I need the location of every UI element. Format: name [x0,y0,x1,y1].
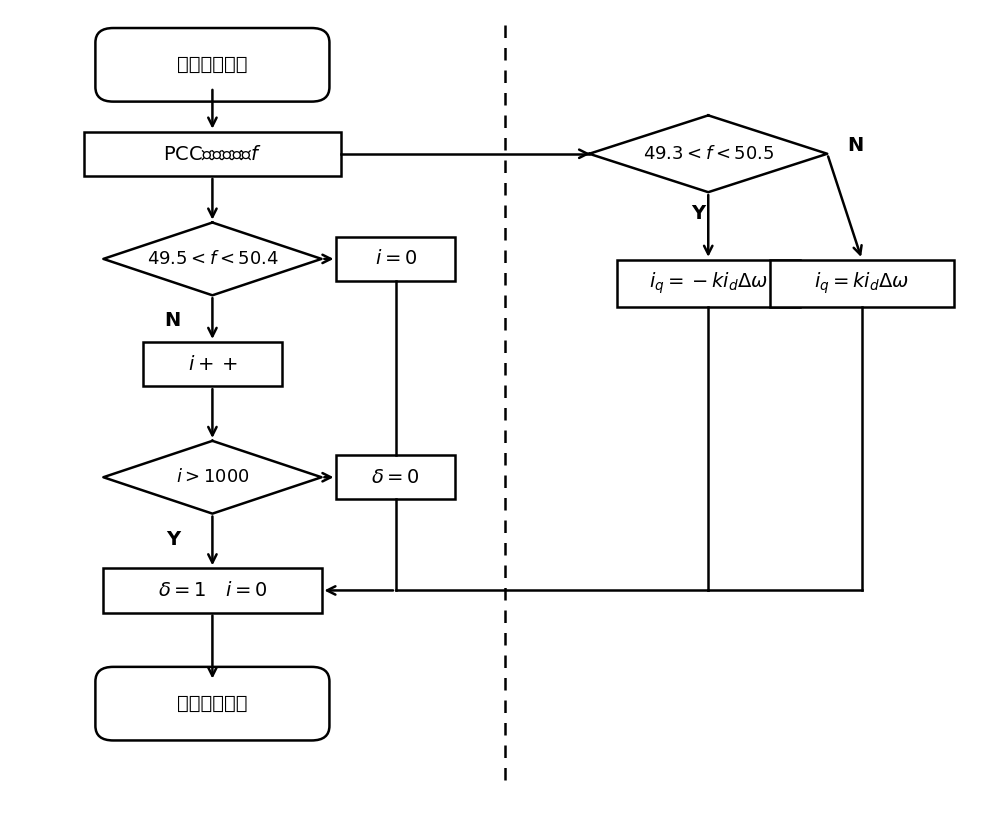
Text: $49.5<f<50.4$: $49.5<f<50.4$ [147,250,278,268]
Polygon shape [103,222,322,295]
FancyBboxPatch shape [770,260,954,306]
Polygon shape [589,115,827,192]
FancyBboxPatch shape [84,132,341,176]
Text: Y: Y [166,529,180,549]
Polygon shape [103,441,322,514]
Text: N: N [165,311,181,330]
Text: $49.3<f<50.5$: $49.3<f<50.5$ [643,145,774,163]
Text: $\delta=1 \quad i=0$: $\delta=1 \quad i=0$ [158,581,267,600]
Text: $i_q=-ki_d\Delta\omega$: $i_q=-ki_d\Delta\omega$ [649,270,768,296]
Text: $i_q=ki_d\Delta\omega$: $i_q=ki_d\Delta\omega$ [814,270,910,296]
FancyBboxPatch shape [336,455,455,499]
Text: PCC点电压频率$f$: PCC点电压频率$f$ [163,145,262,163]
Text: $\delta=0$: $\delta=0$ [371,468,420,487]
Text: $i++$: $i++$ [188,355,237,373]
Text: N: N [847,136,863,155]
Text: $i=0$: $i=0$ [375,249,417,269]
Text: 孤岛检测出口: 孤岛检测出口 [177,694,248,713]
FancyBboxPatch shape [617,260,800,306]
Text: Y: Y [336,237,351,257]
FancyBboxPatch shape [95,667,329,740]
Text: $i>1000$: $i>1000$ [176,468,249,486]
FancyBboxPatch shape [103,568,322,613]
FancyBboxPatch shape [336,237,455,281]
Text: N: N [336,456,353,475]
FancyBboxPatch shape [143,342,282,386]
Text: 孤岛检测入口: 孤岛检测入口 [177,56,248,74]
FancyBboxPatch shape [95,28,329,101]
Text: Y: Y [691,204,705,223]
